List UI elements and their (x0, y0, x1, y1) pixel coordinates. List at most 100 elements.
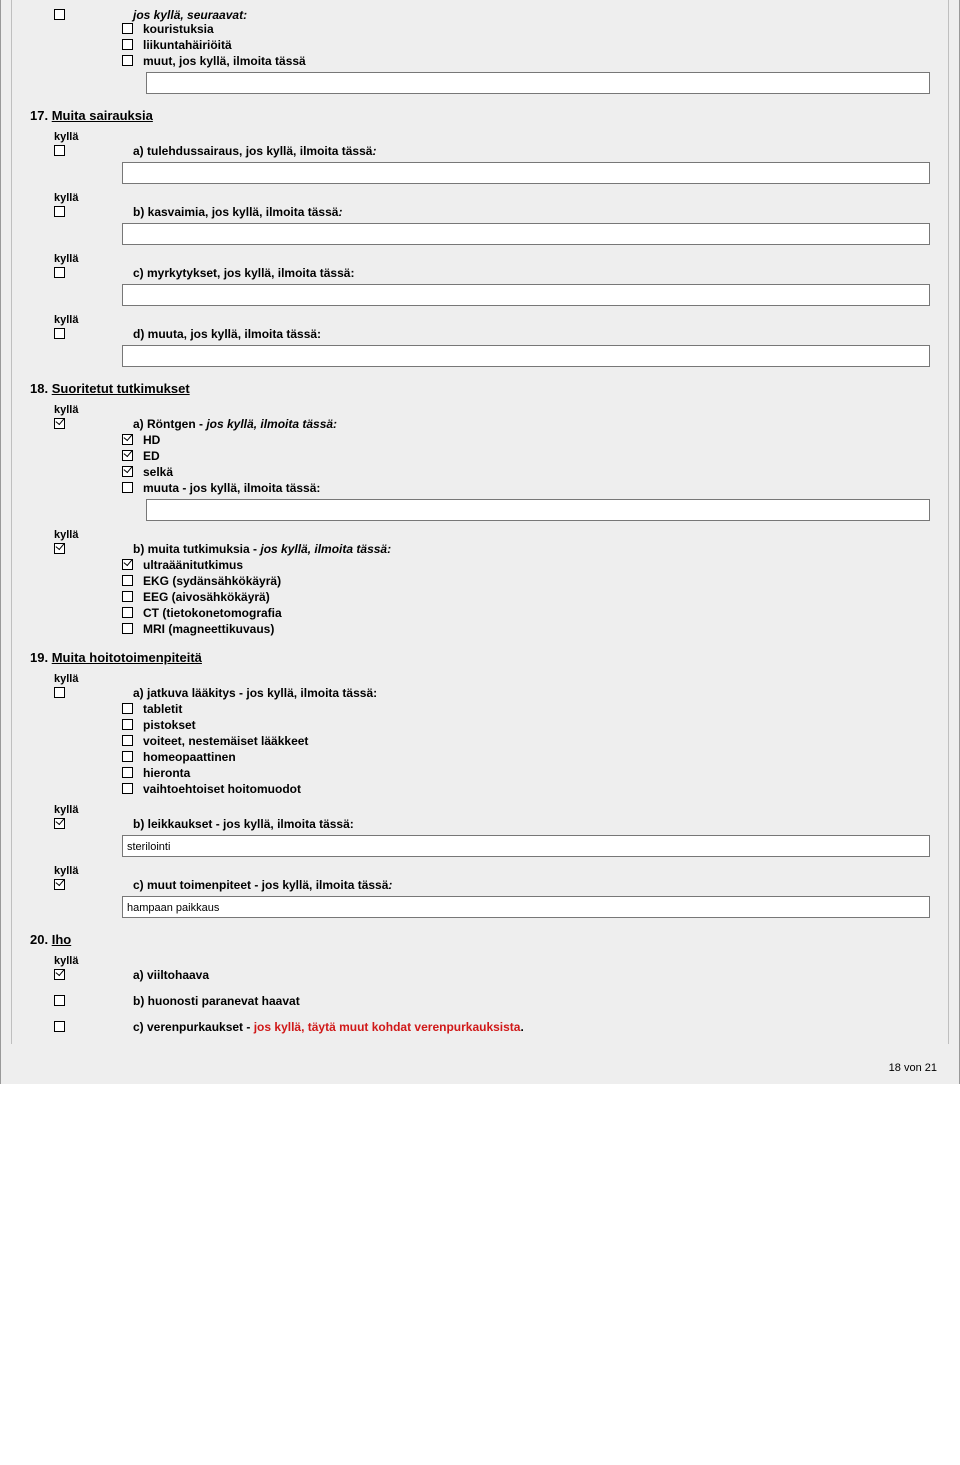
s20-c-prefix: c) verenpurkaukset - (133, 1020, 254, 1034)
s18-a-muuta: muuta - jos kyllä, ilmoita tässä: (143, 481, 320, 495)
checkbox-s19-a-pistokset[interactable] (122, 719, 133, 730)
s17-c-kylla: kyllä (54, 253, 930, 265)
checkbox-intro-sub3[interactable] (122, 55, 133, 66)
intro-sub2: liikuntahäiriöitä (143, 38, 232, 52)
checkbox-s18-a-ed[interactable] (122, 450, 133, 461)
s17-a-textfield[interactable] (122, 162, 930, 184)
s18-b-label: b) muita tutkimuksia - jos kyllä, ilmoit… (133, 542, 391, 556)
checkbox-s18-b-eeg[interactable] (122, 591, 133, 602)
s20-c-red: jos kyllä, täytä muut kohdat verenpurkau… (254, 1020, 521, 1034)
checkbox-s17-a[interactable] (54, 145, 65, 156)
s18-b-mri: MRI (magneettikuvaus) (143, 622, 274, 636)
s17-d-textfield[interactable] (122, 345, 930, 367)
checkbox-s18-b[interactable] (54, 543, 65, 554)
section-18-num: 18. (30, 381, 48, 396)
checkbox-s18-b-ct[interactable] (122, 607, 133, 618)
s18-b-ultra: ultraäänitutkimus (143, 558, 243, 572)
section-18-title: 18. Suoritetut tutkimukset (30, 381, 930, 396)
s19-c-suffix: : (388, 878, 392, 892)
checkbox-s19-a-voiteet[interactable] (122, 735, 133, 746)
s17-a-suffix: : (372, 144, 376, 158)
checkbox-s18-a[interactable] (54, 418, 65, 429)
s19-a-tabletit: tabletit (143, 702, 182, 716)
s17-c-textfield[interactable] (122, 284, 930, 306)
checkbox-intro-sub1[interactable] (122, 23, 133, 34)
s18-a-ital: jos kyllä, ilmoita tässä: (206, 417, 337, 431)
intro-sub1: kouristuksia (143, 22, 214, 36)
checkbox-s19-a[interactable] (54, 687, 65, 698)
s18-b-prefix: b) muita tutkimuksia - (133, 542, 260, 556)
checkbox-s17-d[interactable] (54, 328, 65, 339)
s19-a-label: a) jatkuva lääkitys - jos kyllä, ilmoita… (133, 686, 377, 700)
s17-d-kylla: kyllä (54, 314, 930, 326)
s20-a-kylla: kyllä (54, 955, 930, 967)
section-17-title: 17. Muita sairauksia (30, 108, 930, 123)
s20-b-label: b) huonosti paranevat haavat (133, 994, 300, 1008)
checkbox-s18-a-hd[interactable] (122, 434, 133, 445)
s19-b-textfield[interactable]: sterilointi (122, 835, 930, 857)
checkbox-s17-b[interactable] (54, 206, 65, 217)
checkbox-s19-a-hieronta[interactable] (122, 767, 133, 778)
s19-b-kylla: kyllä (54, 804, 930, 816)
s17-b-label: b) kasvaimia, jos kyllä, ilmoita tässä: (133, 205, 342, 219)
s19-a-kylla: kyllä (54, 673, 930, 685)
s18-a-kylla: kyllä (54, 404, 930, 416)
s18-b-eeg: EEG (aivosähkökäyrä) (143, 590, 270, 604)
intro-label: jos kyllä, seuraavat: (133, 8, 247, 22)
s19-c-label: c) muut toimenpiteet - jos kyllä, ilmoit… (133, 878, 392, 892)
section-17-num: 17. (30, 108, 48, 123)
s19-a-pistokset: pistokset (143, 718, 196, 732)
section-19-title: 19. Muita hoitotoimenpiteitä (30, 650, 930, 665)
checkbox-s19-b[interactable] (54, 818, 65, 829)
checkbox-s19-a-homeo[interactable] (122, 751, 133, 762)
s19-b-label: b) leikkaukset - jos kyllä, ilmoita täss… (133, 817, 354, 831)
checkbox-s19-c[interactable] (54, 879, 65, 890)
s17-b-kylla: kyllä (54, 192, 930, 204)
s18-b-ital: jos kyllä, ilmoita tässä: (260, 542, 391, 556)
checkbox-intro-sub2[interactable] (122, 39, 133, 50)
s18-a-textfield[interactable] (146, 499, 930, 521)
s20-a-label: a) viiltohaava (133, 968, 209, 982)
s18-a-label: a) Röntgen - jos kyllä, ilmoita tässä: (133, 417, 337, 431)
s18-b-kylla: kyllä (54, 529, 930, 541)
s17-b-textfield[interactable] (122, 223, 930, 245)
checkbox-s18-b-mri[interactable] (122, 623, 133, 634)
section-20-title: 20. Iho (30, 932, 930, 947)
s20-c-label: c) verenpurkaukset - jos kyllä, täytä mu… (133, 1020, 524, 1034)
s17-a-prefix: a) tulehdussairaus, jos kyllä, ilmoita t… (133, 144, 372, 158)
s17-b-prefix: b) kasvaimia, jos kyllä, ilmoita tässä (133, 205, 338, 219)
s19-c-textfield[interactable]: hampaan paikkaus (122, 896, 930, 918)
checkbox-s19-a-vaihto[interactable] (122, 783, 133, 794)
s17-a-kylla: kyllä (54, 131, 930, 143)
section-19-name: Muita hoitotoimenpiteitä (52, 650, 202, 665)
section-18-name: Suoritetut tutkimukset (52, 381, 190, 396)
checkbox-s18-a-selka[interactable] (122, 466, 133, 477)
page-footer: 18 von 21 (889, 1062, 937, 1074)
checkbox-s18-b-ekg[interactable] (122, 575, 133, 586)
s19-a-homeo: homeopaattinen (143, 750, 236, 764)
s17-d-label: d) muuta, jos kyllä, ilmoita tässä: (133, 327, 321, 341)
s19-c-kylla: kyllä (54, 865, 930, 877)
checkbox-intro[interactable] (54, 9, 65, 20)
s20-c-suffix: . (520, 1020, 523, 1034)
s19-a-hieronta: hieronta (143, 766, 190, 780)
checkbox-s18-b-ultra[interactable] (122, 559, 133, 570)
s19-a-voiteet: voiteet, nestemäiset lääkkeet (143, 734, 308, 748)
checkbox-s19-a-tabletit[interactable] (122, 703, 133, 714)
s19-a-vaihto: vaihtoehtoiset hoitomuodot (143, 782, 301, 796)
section-19-num: 19. (30, 650, 48, 665)
checkbox-s18-a-muuta[interactable] (122, 482, 133, 493)
intro-textfield[interactable] (146, 72, 930, 94)
checkbox-s20-a[interactable] (54, 969, 65, 980)
s19-c-prefix: c) muut toimenpiteet - jos kyllä, ilmoit… (133, 878, 388, 892)
checkbox-s17-c[interactable] (54, 267, 65, 278)
s18-a-ed: ED (143, 449, 160, 463)
section-20-name: Iho (52, 932, 72, 947)
section-20-num: 20. (30, 932, 48, 947)
s17-a-label: a) tulehdussairaus, jos kyllä, ilmoita t… (133, 144, 376, 158)
s18-a-selka: selkä (143, 465, 173, 479)
checkbox-s20-b[interactable] (54, 995, 65, 1006)
s18-b-ekg: EKG (sydänsähkökäyrä) (143, 574, 281, 588)
section-17-name: Muita sairauksia (52, 108, 153, 123)
checkbox-s20-c[interactable] (54, 1021, 65, 1032)
